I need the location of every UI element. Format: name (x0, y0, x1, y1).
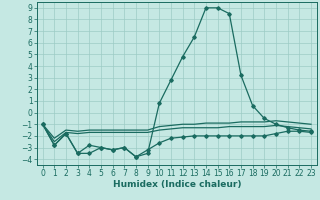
X-axis label: Humidex (Indice chaleur): Humidex (Indice chaleur) (113, 180, 241, 189)
